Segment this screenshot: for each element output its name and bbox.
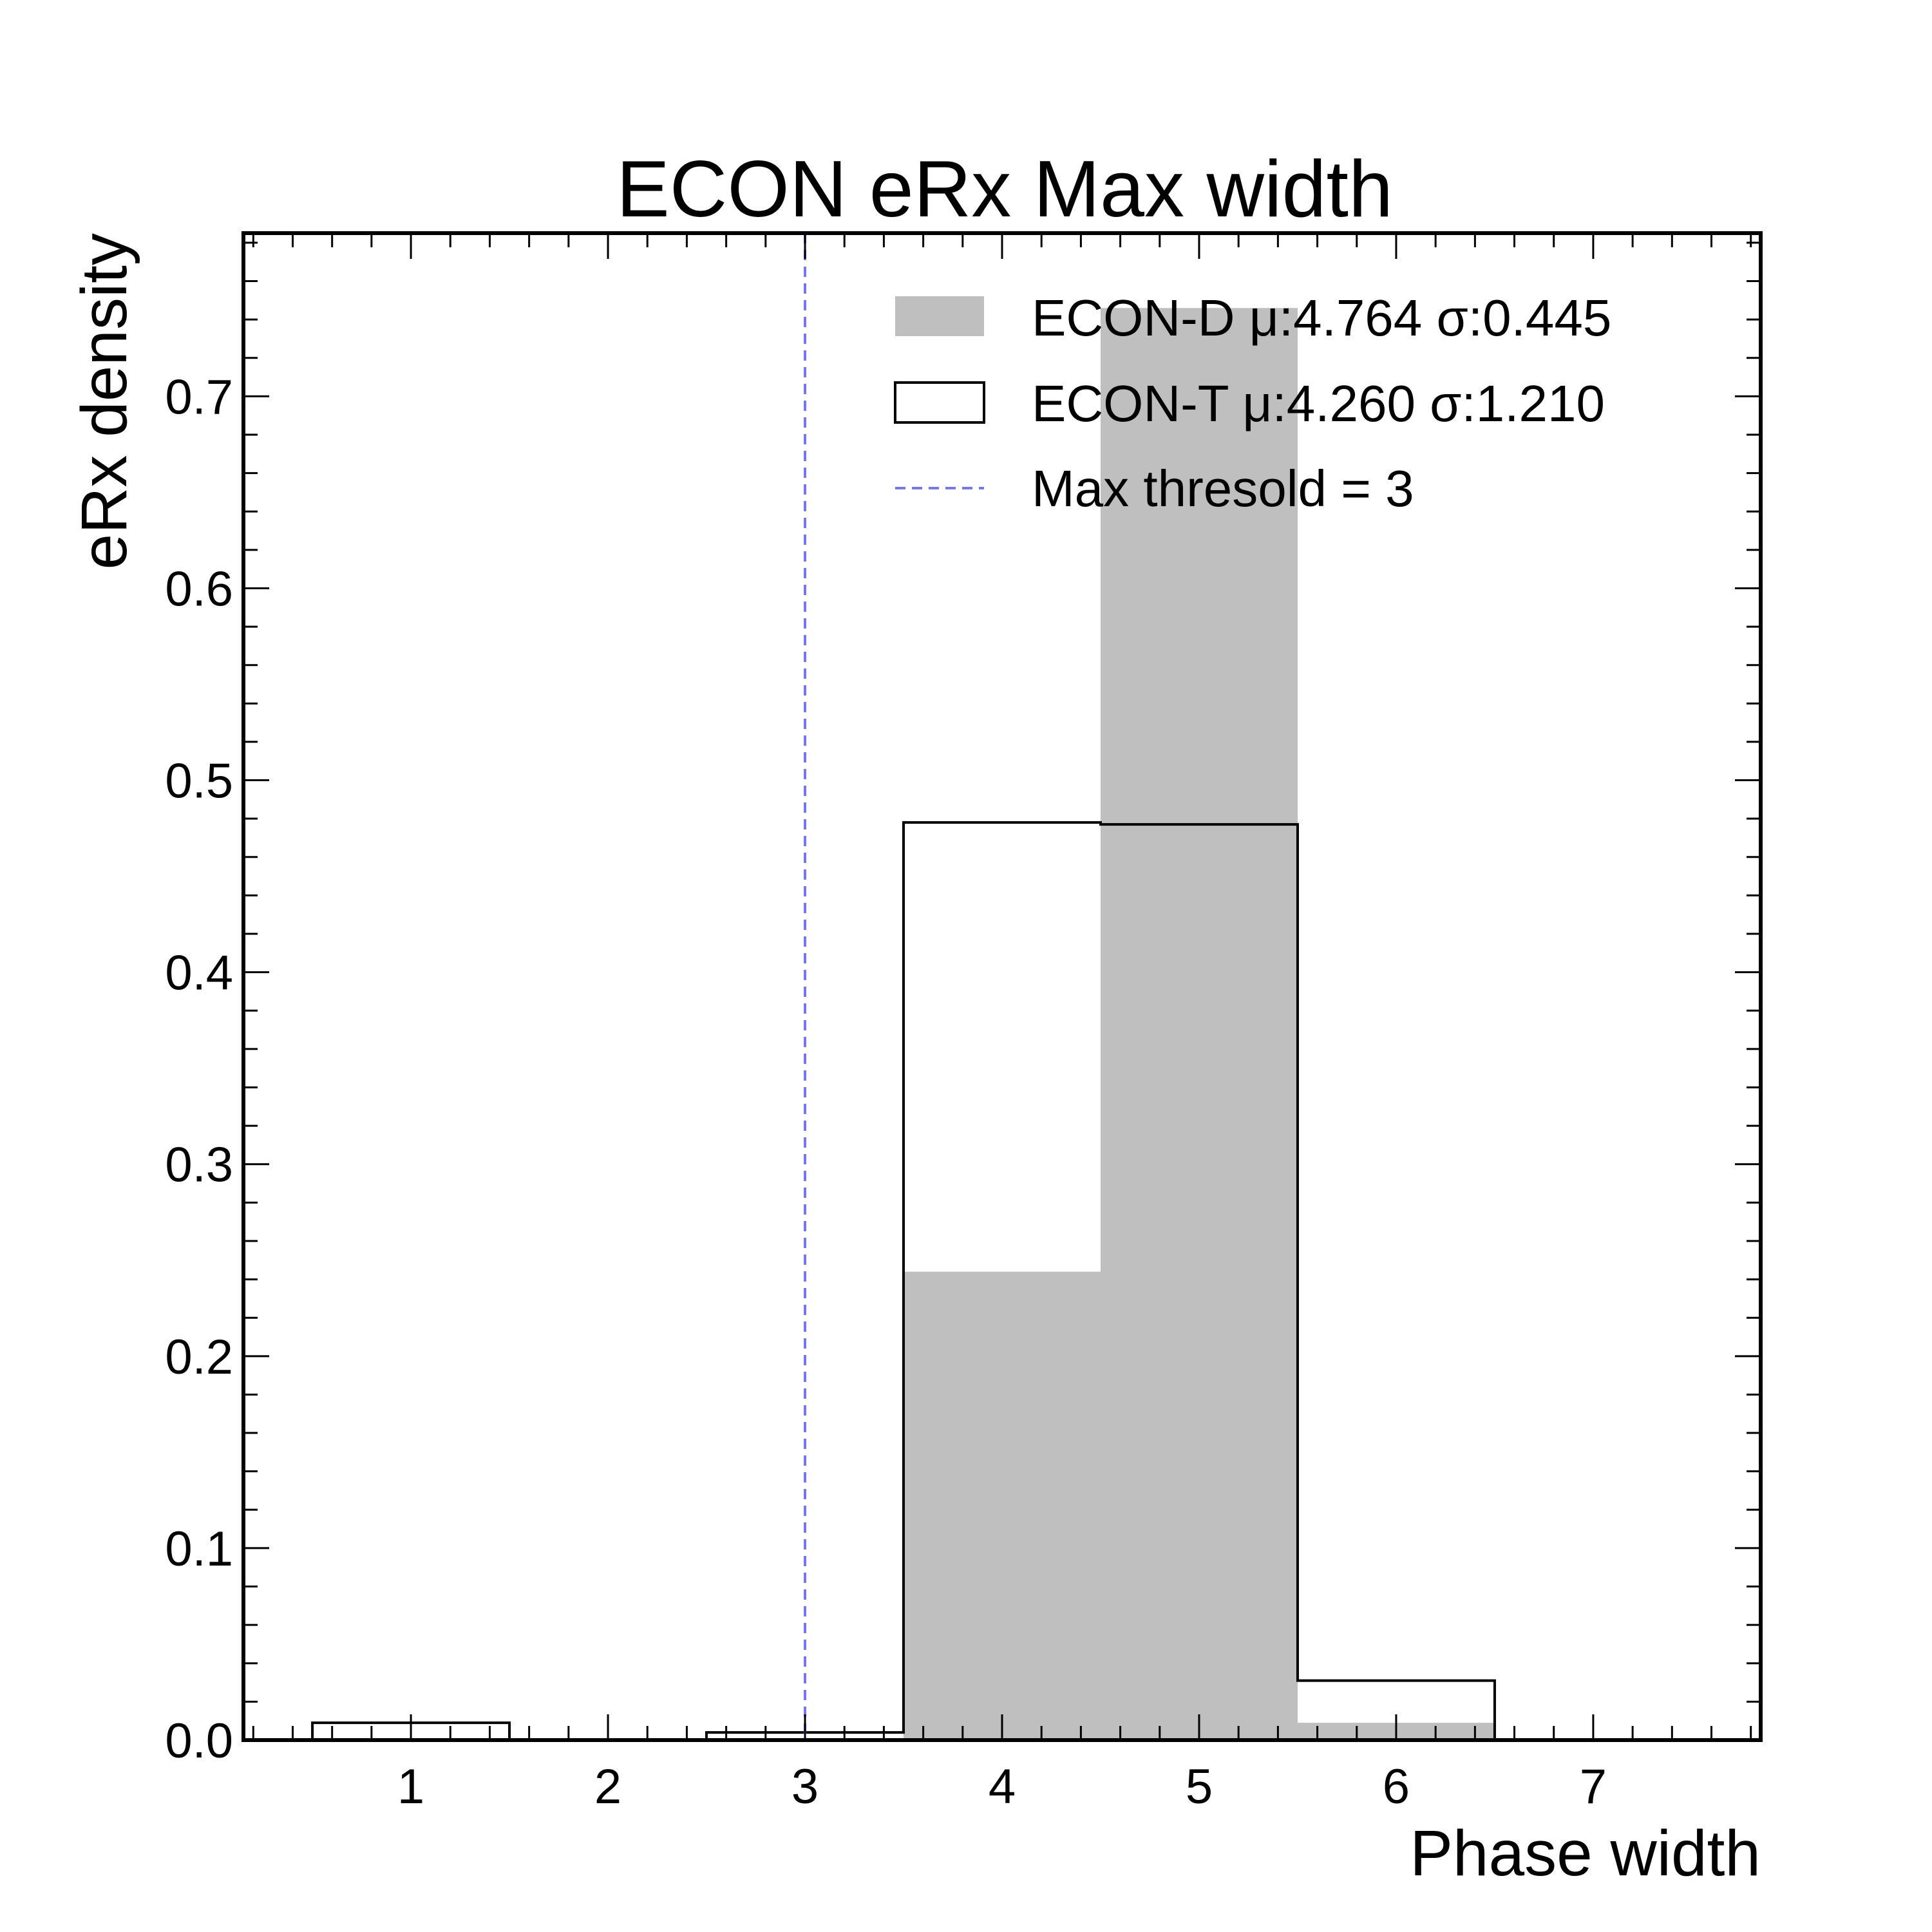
x-tick-label: 7 [1580, 1759, 1607, 1814]
y-tick-label: 0.6 [165, 562, 233, 616]
y-tick-label: 0.1 [165, 1522, 233, 1577]
legend: ECON-D μ:4.764 σ:0.445 ECON-T μ:4.260 σ:… [894, 289, 1611, 517]
econ-d-bar [904, 1271, 1101, 1740]
legend-label-threshold: Max thresold = 3 [1032, 460, 1414, 517]
x-tick-label: 4 [989, 1759, 1016, 1814]
x-axis-label: Phase width [1410, 1817, 1761, 1889]
legend-label-econ-t: ECON-T μ:4.260 σ:1.210 [1032, 375, 1605, 432]
y-tick-label: 0.5 [165, 754, 233, 809]
econ-d-bar [1100, 308, 1298, 1740]
plot-frame [242, 231, 1763, 1742]
x-tick-label: 1 [397, 1759, 424, 1814]
x-tick-label: 2 [594, 1759, 621, 1814]
tick-labels: 1 2 3 4 5 6 7 0.0 0.1 0.2 0.3 0.4 0.5 0.6 0.7 [165, 370, 1607, 1814]
y-tick-label: 0.3 [165, 1138, 233, 1193]
legend-label-econ-d: ECON-D μ:4.764 σ:0.445 [1032, 289, 1611, 346]
y-tick-label: 0.4 [165, 946, 233, 1001]
econ-t-step-outline [311, 821, 1496, 1741]
y-axis-label: eRx density [68, 233, 140, 569]
x-tick-label: 3 [791, 1759, 819, 1814]
chart-title: ECON eRx Max width [616, 145, 1393, 234]
y-tick-label: 0.7 [165, 370, 233, 424]
legend-swatch-econ-t [894, 381, 985, 424]
x-tick-label: 5 [1186, 1759, 1213, 1814]
y-tick-label: 0.2 [165, 1330, 233, 1385]
y-tick-label: 0.0 [165, 1714, 233, 1768]
legend-swatch-econ-d [895, 296, 984, 336]
econ-d-bars [904, 308, 1495, 1740]
x-tick-label: 6 [1383, 1759, 1410, 1814]
